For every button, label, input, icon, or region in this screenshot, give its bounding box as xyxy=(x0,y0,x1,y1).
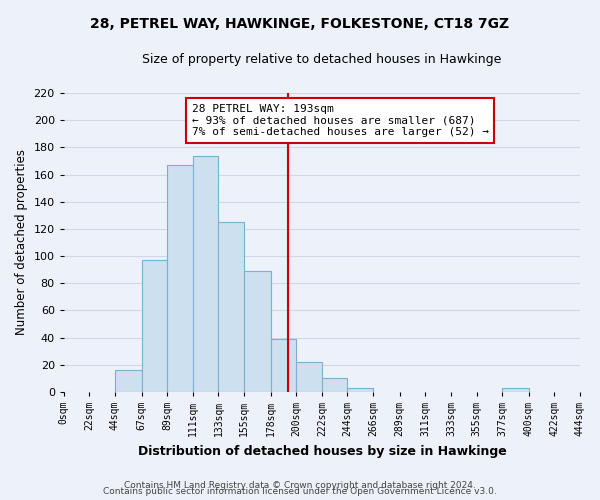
Bar xyxy=(142,260,167,392)
X-axis label: Distribution of detached houses by size in Hawkinge: Distribution of detached houses by size … xyxy=(137,444,506,458)
Bar xyxy=(347,388,373,392)
Bar xyxy=(271,339,296,392)
Y-axis label: Number of detached properties: Number of detached properties xyxy=(15,150,28,336)
Bar xyxy=(167,165,193,392)
Text: 28 PETREL WAY: 193sqm
← 93% of detached houses are smaller (687)
7% of semi-deta: 28 PETREL WAY: 193sqm ← 93% of detached … xyxy=(192,104,489,137)
Bar xyxy=(115,370,142,392)
Text: Contains public sector information licensed under the Open Government Licence v3: Contains public sector information licen… xyxy=(103,488,497,496)
Bar xyxy=(322,378,347,392)
Bar xyxy=(244,271,271,392)
Text: 28, PETREL WAY, HAWKINGE, FOLKESTONE, CT18 7GZ: 28, PETREL WAY, HAWKINGE, FOLKESTONE, CT… xyxy=(91,18,509,32)
Text: Contains HM Land Registry data © Crown copyright and database right 2024.: Contains HM Land Registry data © Crown c… xyxy=(124,481,476,490)
Bar xyxy=(218,222,244,392)
Bar xyxy=(193,156,218,392)
Title: Size of property relative to detached houses in Hawkinge: Size of property relative to detached ho… xyxy=(142,52,502,66)
Bar xyxy=(502,388,529,392)
Bar xyxy=(296,362,322,392)
